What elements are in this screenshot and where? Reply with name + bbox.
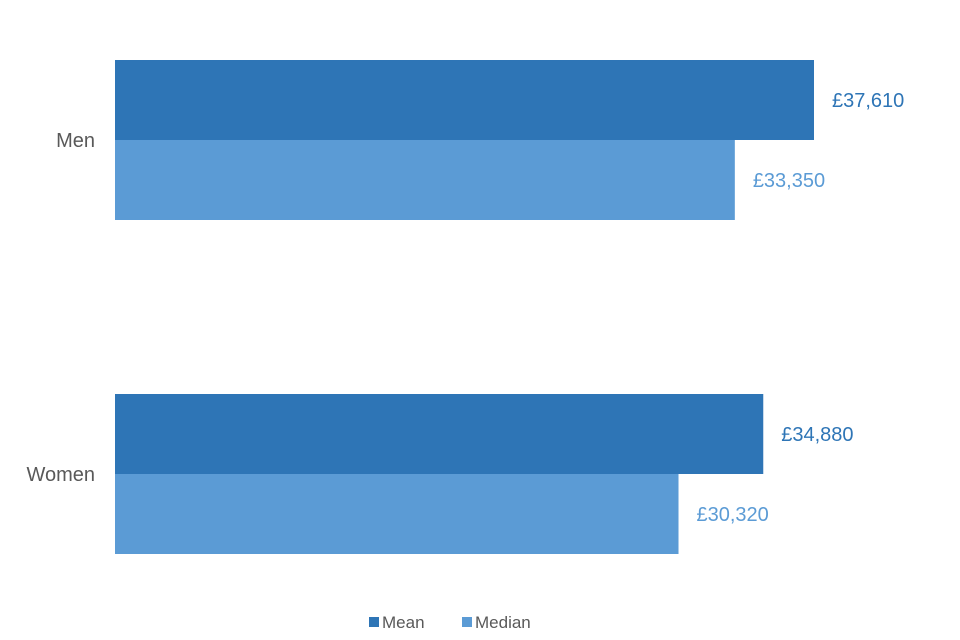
legend-swatch-median [462, 617, 472, 627]
category-label-men: Men [56, 130, 95, 152]
bar-mean-men [115, 60, 814, 140]
legend-swatch-mean [369, 617, 379, 627]
category-label-women: Women [26, 464, 95, 486]
bar-median-women [115, 474, 679, 554]
bar-median-men [115, 140, 735, 220]
legend-label-median: Median [475, 613, 531, 632]
legend-label-mean: Mean [382, 613, 425, 632]
data-label-mean-women: £34,880 [781, 424, 853, 446]
legend: Mean Median [369, 613, 531, 632]
labels-layer: £37,610 £33,350 £34,880 £30,320 [697, 90, 905, 526]
data-label-median-women: £30,320 [697, 504, 769, 526]
data-label-mean-men: £37,610 [832, 90, 904, 112]
data-label-median-men: £33,350 [753, 170, 825, 192]
bar-mean-women [115, 394, 764, 474]
bars-layer [115, 60, 814, 554]
category-labels: Men Women [26, 130, 95, 486]
